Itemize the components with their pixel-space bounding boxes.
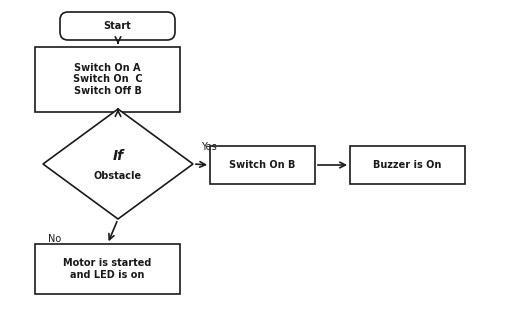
Text: Buzzer is On: Buzzer is On <box>373 160 442 170</box>
Text: Switch On A
Switch On  C
Switch Off B: Switch On A Switch On C Switch Off B <box>73 63 143 96</box>
Bar <box>350 146 465 184</box>
Bar <box>35 47 180 112</box>
Text: Obstacle: Obstacle <box>94 171 142 181</box>
FancyBboxPatch shape <box>60 12 175 40</box>
Polygon shape <box>43 109 193 219</box>
Bar <box>35 244 180 294</box>
Text: Start: Start <box>103 21 131 31</box>
Text: No: No <box>48 234 61 244</box>
Bar <box>210 146 315 184</box>
Text: Yes: Yes <box>201 142 217 152</box>
Text: If: If <box>112 149 124 163</box>
Text: Switch On B: Switch On B <box>229 160 296 170</box>
Text: Motor is started
and LED is on: Motor is started and LED is on <box>63 258 152 280</box>
